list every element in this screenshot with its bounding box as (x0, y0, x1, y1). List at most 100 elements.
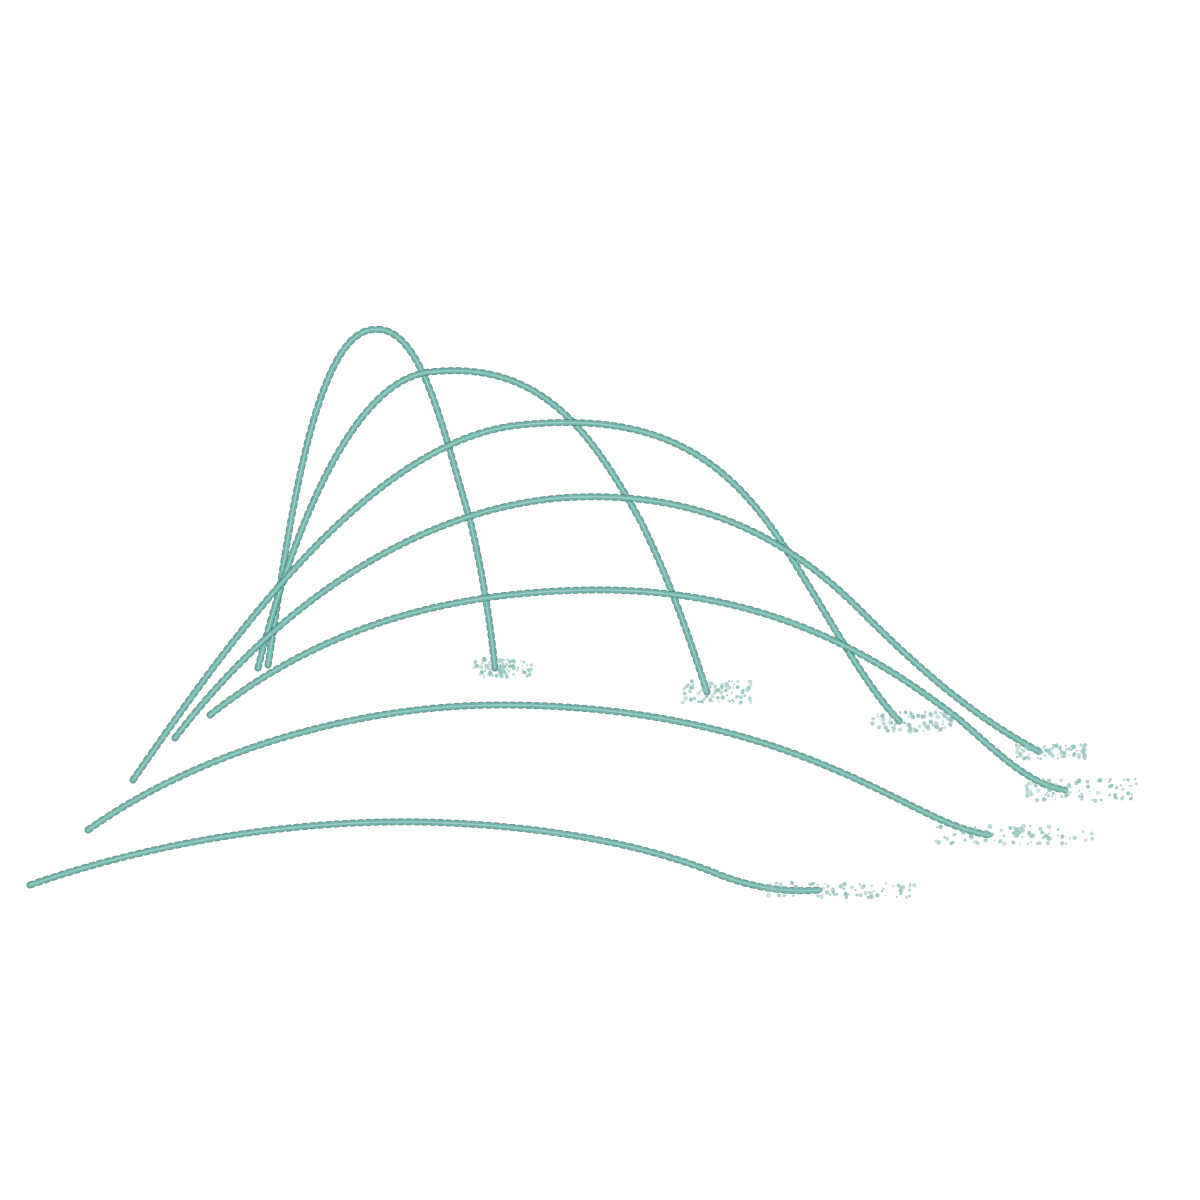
spray-droplet (1022, 756, 1027, 761)
spray-droplet (904, 895, 908, 899)
spray-droplet (1015, 745, 1020, 751)
spray-droplet (704, 681, 709, 686)
spray-droplet (1028, 824, 1032, 828)
spray-droplet (480, 670, 484, 674)
spray-droplet (799, 886, 804, 890)
spray-droplet (1072, 751, 1076, 756)
spray-droplet (499, 673, 503, 677)
spray-droplet (1041, 797, 1047, 802)
spray-droplet (1057, 745, 1062, 751)
spray-droplet (512, 660, 517, 664)
spray-droplet (737, 695, 740, 698)
spray-droplet (1059, 778, 1064, 783)
spray-droplet (942, 713, 947, 719)
spray-droplet (1126, 778, 1131, 782)
spray-droplet (934, 724, 939, 730)
spray-droplet (906, 722, 911, 727)
spray-droplet (1091, 798, 1094, 801)
spray-droplet (749, 701, 753, 704)
spray-droplet (1074, 755, 1077, 758)
spray-droplet (935, 714, 940, 720)
spray-droplet (812, 882, 815, 885)
spray-droplet (945, 836, 950, 841)
spray-droplet (1066, 791, 1071, 796)
spray-droplet (789, 880, 794, 885)
spray-droplet (1040, 750, 1044, 755)
spray-droplet (521, 665, 524, 668)
spray-droplet (922, 729, 925, 732)
spray-droplet (939, 711, 941, 714)
spray-droplet (1130, 793, 1134, 796)
spray-droplet (507, 669, 511, 673)
spray-droplet (1064, 744, 1067, 747)
spray-droplet (489, 675, 491, 678)
spray-droplet (831, 890, 835, 894)
spray-droplet (1079, 792, 1083, 796)
spray-droplet (842, 887, 846, 891)
spray-droplet (936, 840, 942, 845)
spray-droplet (1013, 826, 1016, 829)
spray-droplet (916, 713, 921, 718)
spray-droplet (923, 710, 927, 714)
spray-droplet (1071, 744, 1076, 750)
spray-droplet (713, 690, 718, 695)
spray-droplet (824, 882, 827, 885)
spray-droplet (712, 692, 715, 694)
spray-droplet (1054, 793, 1057, 796)
spray-droplet (1038, 826, 1043, 832)
spray-droplet (926, 725, 930, 729)
spray-droplet (912, 883, 917, 888)
spray-droplet (1042, 831, 1045, 834)
spray-droplet (502, 658, 505, 662)
water-spray (680, 679, 753, 705)
spray-droplet (1057, 834, 1060, 837)
water-jet-stream (206, 586, 1069, 794)
spray-droplet (1088, 790, 1091, 793)
spray-droplet (724, 687, 729, 692)
spray-droplet (696, 691, 701, 696)
spray-droplet (1024, 783, 1029, 788)
spray-droplet (477, 673, 480, 676)
spray-droplet (985, 833, 991, 838)
spray-droplet (990, 832, 995, 837)
spray-droplet (909, 712, 913, 716)
spray-droplet (478, 664, 484, 670)
spray-droplet (984, 829, 989, 835)
spray-droplet (1065, 747, 1068, 751)
spray-droplet (684, 685, 689, 689)
spray-droplet (933, 710, 938, 715)
spray-droplet (499, 674, 504, 679)
spray-droplet (745, 687, 750, 692)
spray-droplet (821, 886, 825, 890)
spray-droplet (686, 683, 689, 686)
spray-droplet (782, 894, 786, 898)
spray-droplet (1047, 787, 1052, 793)
spray-droplet (687, 688, 692, 693)
spray-droplet (1109, 778, 1112, 782)
spray-droplet (1015, 749, 1020, 754)
spray-droplet (749, 699, 752, 702)
spray-droplet (1039, 757, 1043, 761)
spray-droplet (683, 695, 688, 701)
spray-droplet (985, 834, 987, 837)
spray-droplet (1072, 755, 1075, 758)
spray-droplet (1041, 836, 1045, 840)
spray-droplet (892, 729, 896, 733)
water-jet-arc (206, 586, 1069, 794)
spray-droplet (529, 663, 533, 667)
spray-droplet (898, 727, 902, 732)
spray-droplet (682, 691, 687, 696)
spray-droplet (917, 724, 922, 728)
spray-droplet (1062, 751, 1067, 755)
spray-droplet (511, 659, 516, 664)
spray-droplet (1051, 784, 1054, 787)
spray-droplet (937, 727, 943, 732)
spray-droplet (949, 720, 952, 723)
spray-droplet (914, 728, 919, 733)
spray-droplet (845, 895, 849, 899)
spray-droplet (710, 694, 715, 699)
spray-droplet (510, 664, 514, 667)
spray-droplet (938, 824, 943, 830)
spray-droplet (1090, 836, 1095, 841)
spray-droplet (1053, 782, 1059, 788)
